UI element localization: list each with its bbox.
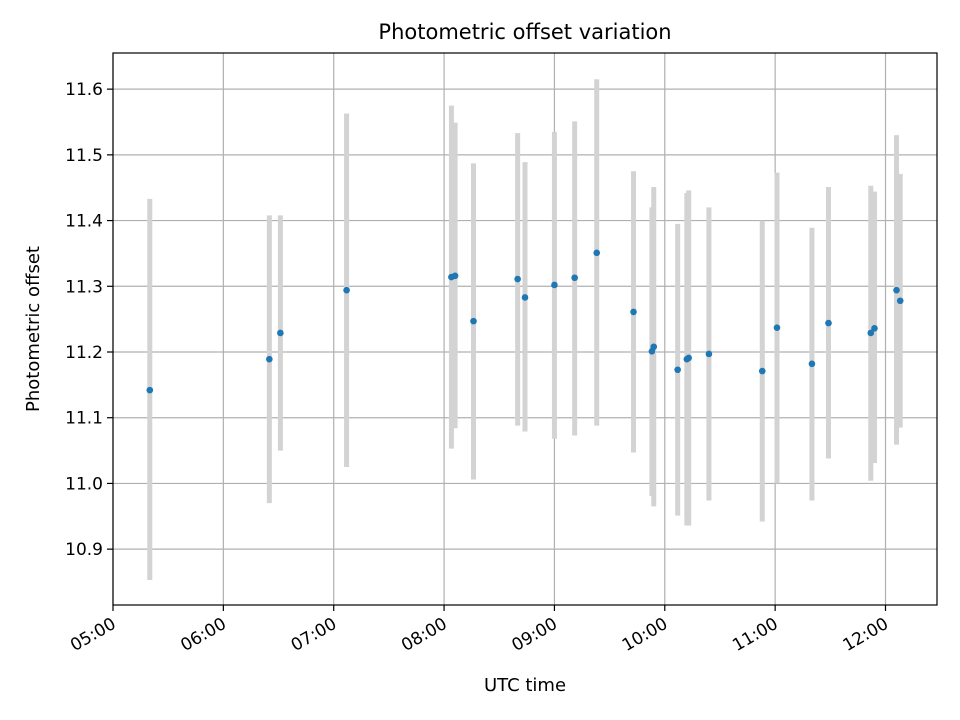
data-point	[808, 360, 816, 368]
data-point	[650, 343, 658, 351]
data-point	[773, 324, 781, 331]
data-point	[685, 354, 692, 362]
data-point	[674, 366, 681, 374]
y-tick-label: 11.3	[65, 277, 103, 297]
data-point	[514, 275, 521, 283]
data-points	[146, 249, 904, 394]
y-tick-label: 11.6	[65, 80, 103, 100]
y-axis-label: Photometric offset	[23, 246, 44, 412]
data-point	[551, 281, 558, 289]
y-tick-label: 11.2	[65, 343, 103, 363]
data-point	[896, 297, 904, 305]
data-point	[593, 249, 601, 257]
data-point	[825, 319, 832, 327]
y-tick-label: 11.5	[65, 146, 103, 166]
data-point	[630, 308, 637, 316]
data-point	[571, 274, 578, 282]
data-point	[871, 325, 878, 332]
y-tick-label: 11.1	[65, 409, 103, 429]
data-point	[146, 386, 154, 394]
y-tick-label: 11.4	[65, 212, 103, 232]
y-tick-label: 10.9	[65, 540, 103, 560]
data-point	[343, 286, 350, 294]
plot-frame	[112, 52, 938, 606]
data-point	[893, 286, 900, 294]
data-point	[451, 272, 459, 280]
chart-title: Photometric offset variation	[378, 20, 671, 44]
y-tick-label: 11.0	[65, 474, 103, 494]
x-axis-label: UTC time	[484, 675, 566, 696]
data-point	[470, 317, 477, 325]
data-point	[758, 367, 766, 375]
data-point	[705, 350, 713, 358]
y-axis-ticks: 10.9 11.0 11.1 11.2 11.3 11.4 11.5 11.6	[65, 80, 113, 560]
data-point	[867, 329, 875, 337]
data-point	[277, 329, 284, 337]
data-point	[521, 294, 529, 301]
data-point	[266, 355, 273, 363]
